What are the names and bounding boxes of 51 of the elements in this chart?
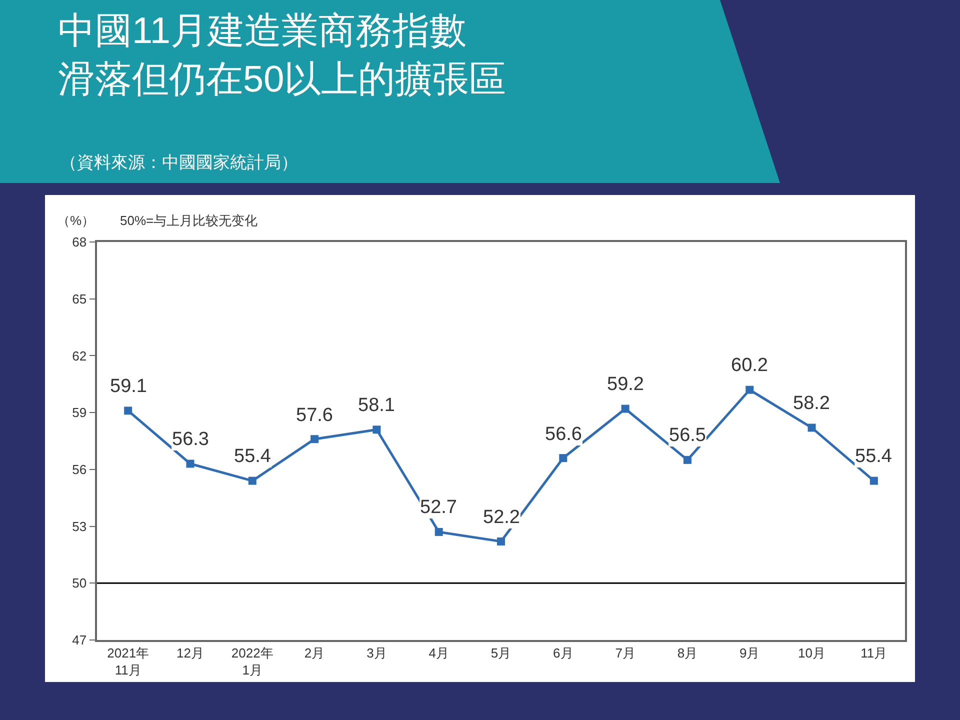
y-tick-label: 68	[72, 234, 87, 250]
point	[808, 424, 816, 432]
data-label: 60.2	[731, 355, 768, 376]
y-tick-label: 50	[72, 576, 87, 591]
x-tick-label: 2月	[304, 645, 325, 660]
y-tick-label: 59	[72, 405, 87, 420]
y-tick-label: 62	[72, 348, 87, 364]
data-label: 56.5	[669, 425, 706, 446]
y-tick-label: 53	[72, 518, 87, 534]
point	[372, 426, 381, 434]
point	[746, 386, 754, 394]
point	[683, 456, 692, 464]
chart-title: 中國11月建造業商務指數滑落但仍在50以上的擴張區	[58, 10, 506, 100]
point	[124, 406, 132, 415]
x-tick-label: 8月	[677, 645, 698, 660]
x-tick-label: 10月	[798, 645, 826, 660]
y-tick-label: 65	[72, 291, 87, 306]
text: 50%=与上月比较无变化	[120, 213, 258, 228]
data-label: 57.6	[296, 405, 333, 426]
x-tick-label: 5月	[490, 645, 512, 660]
y-tick-label: 47	[72, 632, 87, 648]
data-label: 59.1	[110, 376, 147, 397]
y-tick-label: 56	[72, 462, 87, 477]
point	[621, 404, 630, 413]
data-label: 55.4	[234, 446, 272, 467]
data-label: 58.2	[793, 393, 830, 414]
x-tick-label: 11月	[860, 645, 888, 660]
y-axis-title: （%）	[57, 213, 95, 228]
data-label: 59.2	[607, 374, 644, 395]
point	[870, 476, 878, 485]
x-tick-label: 7月	[615, 645, 636, 660]
x-tick-label: 4月	[428, 645, 449, 660]
data-label: 52.2	[483, 507, 520, 528]
point	[310, 435, 319, 444]
x-tick-label: 6月	[553, 645, 574, 660]
data-label: 58.1	[358, 395, 395, 416]
x-tick-label: 12月	[176, 645, 204, 660]
x-tick-label: 2021年 11月	[107, 645, 150, 678]
point	[186, 460, 194, 468]
point	[559, 454, 568, 462]
data-label: 56.6	[545, 424, 582, 445]
chart-subtitle: （資料來源：中國國家統計局）	[60, 153, 298, 172]
point	[248, 476, 256, 485]
data-label: 52.7	[420, 497, 457, 518]
x-tick-label: 9月	[740, 645, 760, 660]
x-tick-label: 3月	[366, 645, 387, 660]
point	[434, 528, 443, 536]
point	[497, 537, 505, 546]
data-label: 55.4	[855, 446, 892, 467]
data-label: 56.3	[172, 429, 209, 450]
x-tick-label: 2022年 1月	[231, 645, 274, 678]
